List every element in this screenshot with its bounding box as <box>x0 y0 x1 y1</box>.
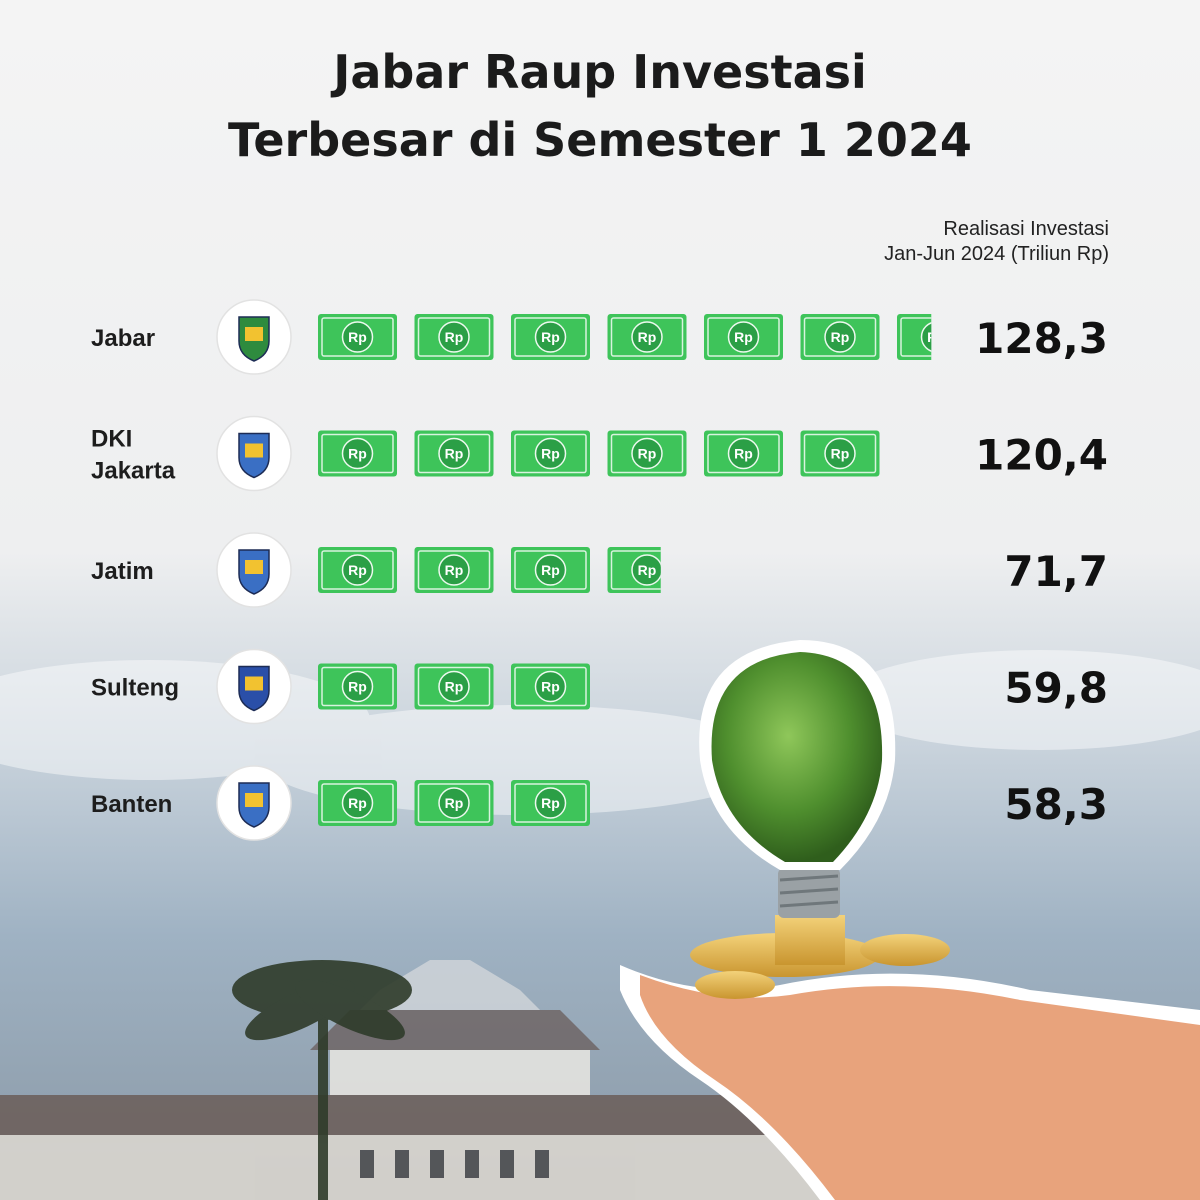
money-bill-label: Rp <box>541 446 560 462</box>
money-bill-label: Rp <box>541 329 560 345</box>
value-label: 128,3 <box>975 314 1108 363</box>
money-bill-icon: Rp <box>607 430 687 477</box>
money-bill-icon: Rp <box>607 314 687 360</box>
category-label: Jatim <box>91 558 154 585</box>
value-label: 59,8 <box>1004 664 1108 713</box>
money-bill-label: Rp <box>348 446 367 462</box>
bulb-illustration <box>620 640 1200 1200</box>
money-bill-label: Rp <box>927 329 946 345</box>
money-bill-icon: Rp <box>800 430 880 477</box>
money-bill-icon: Rp <box>800 314 880 360</box>
bar: Rp Rp Rp <box>318 780 590 826</box>
chart-title-line-2: Terbesar di Semester 1 2024 <box>228 113 972 167</box>
value-label: 120,4 <box>975 431 1108 480</box>
money-bill-icon: Rp <box>318 780 397 826</box>
bar-row: Sulteng Rp Rp Rp 59,8 <box>91 648 1108 725</box>
category-label-line: DKI <box>91 426 132 453</box>
chart-title-line-1: Jabar Raup Investasi <box>333 45 867 99</box>
money-bill-icon: Rp <box>318 663 397 710</box>
money-bill-label: Rp <box>638 329 657 345</box>
category-label-line: Banten <box>91 791 172 818</box>
money-bill-icon: Rp <box>414 430 494 477</box>
category-label-line: Jabar <box>91 325 155 352</box>
money-bill-icon: Rp <box>318 430 397 477</box>
money-bill-label: Rp <box>638 446 657 462</box>
jakarta-emblem-icon <box>216 415 292 492</box>
money-bill-label: Rp <box>734 446 753 462</box>
money-bill-icon: Rp <box>318 314 397 360</box>
money-bill-label: Rp <box>541 562 560 578</box>
money-bill-icon: Rp <box>414 780 494 826</box>
money-bill-icon: Rp <box>318 547 397 593</box>
money-bill-icon: Rp <box>414 314 494 360</box>
money-bill-icon: Rp <box>511 430 590 477</box>
money-bill-icon: Rp <box>511 780 590 826</box>
banten-emblem-icon <box>216 765 292 841</box>
bar-row: Jabar Rp Rp Rp Rp Rp Rp Rp 128,3 <box>91 299 1108 375</box>
bar-row: DKI Jakarta Rp Rp Rp Rp Rp Rp 120,4 <box>91 415 1108 492</box>
money-bill-label: Rp <box>445 446 464 462</box>
value-label: 71,7 <box>1004 547 1108 596</box>
bar: Rp Rp Rp Rp Rp Rp Rp <box>318 314 946 360</box>
bar: Rp Rp Rp <box>318 663 590 710</box>
money-bill-label: Rp <box>445 329 464 345</box>
money-bill-label: Rp <box>831 446 850 462</box>
money-bill-label: Rp <box>734 329 753 345</box>
category-label-line: Jatim <box>91 558 154 585</box>
unit-label-line-2: Jan-Jun 2024 (Triliun Rp) <box>884 243 1109 265</box>
money-bill-icon: Rp <box>511 663 590 710</box>
bar: Rp Rp Rp Rp <box>318 547 661 593</box>
money-bill-icon: Rp <box>511 314 590 360</box>
bar-row: Jatim Rp Rp Rp Rp 71,7 <box>91 532 1108 608</box>
west-java-emblem-icon <box>216 299 292 375</box>
category-label-line: Jakarta <box>91 458 176 485</box>
money-bill-label: Rp <box>831 329 850 345</box>
money-bill-label: Rp <box>348 329 367 345</box>
category-label: Jabar <box>91 325 155 352</box>
category-label: DKI Jakarta <box>91 426 176 485</box>
chart-title: Jabar Raup Investasi Terbesar di Semeste… <box>0 38 1200 174</box>
money-bill-label: Rp <box>445 679 464 695</box>
money-bill-label: Rp <box>541 679 560 695</box>
money-bill-label: Rp <box>348 795 367 811</box>
money-bill-label: Rp <box>541 795 560 811</box>
money-bill-label: Rp <box>348 679 367 695</box>
unit-label-line-1: Realisasi Investasi <box>943 218 1109 240</box>
money-bill-label: Rp <box>638 562 657 578</box>
money-bill-icon: Rp <box>414 663 494 710</box>
value-label: 58,3 <box>1004 780 1108 829</box>
bar: Rp Rp Rp Rp Rp Rp <box>318 430 880 477</box>
money-bill-icon: Rp <box>704 314 783 360</box>
east-java-emblem-icon <box>216 532 292 608</box>
money-bill-icon: Rp <box>414 547 494 593</box>
bar-row: Banten Rp Rp Rp 58,3 <box>91 765 1108 841</box>
money-bill-label: Rp <box>445 795 464 811</box>
palm-tree <box>232 960 412 1200</box>
money-bill-icon: Rp <box>511 547 590 593</box>
category-label: Sulteng <box>91 675 179 702</box>
central-sulawesi-emblem-icon <box>216 648 292 725</box>
category-label-line: Sulteng <box>91 675 179 702</box>
money-bill-icon: Rp <box>607 547 661 593</box>
category-label: Banten <box>91 791 172 818</box>
money-bill-icon: Rp <box>704 430 783 477</box>
unit-label: Realisasi Investasi Jan-Jun 2024 (Triliu… <box>884 217 1109 267</box>
money-bill-label: Rp <box>445 562 464 578</box>
money-bill-label: Rp <box>348 562 367 578</box>
money-bill-icon: Rp <box>897 314 946 360</box>
